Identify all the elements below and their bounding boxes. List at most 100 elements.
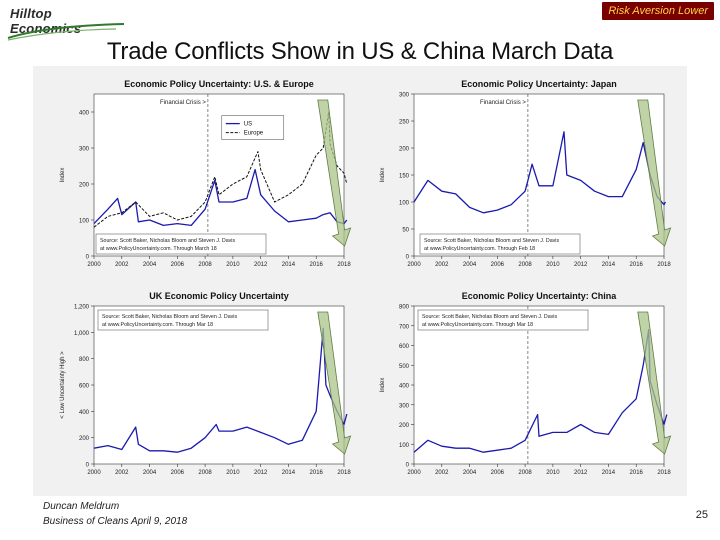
- x-tick-label: 2018: [337, 470, 351, 476]
- x-tick-label: 2008: [198, 262, 212, 268]
- chart-title: Economic Policy Uncertainty: U.S. & Euro…: [124, 79, 314, 89]
- y-tick-label: 800: [79, 357, 90, 363]
- x-tick-label: 2014: [602, 470, 616, 476]
- source-text: Source: Scott Baker, Nicholas Bloom and …: [422, 314, 557, 320]
- plot-area: [93, 93, 345, 257]
- source-box: [97, 309, 269, 331]
- y-tick-label: 200: [79, 436, 90, 442]
- x-tick-label: 2016: [630, 470, 644, 476]
- series-line-japan: [413, 131, 666, 214]
- y-tick-label: 600: [399, 344, 410, 350]
- source-text: at www.PolicyUncertainty.com. Through Fe…: [424, 246, 535, 252]
- legend-box: [221, 115, 285, 140]
- y-tick-label: 100: [399, 201, 410, 207]
- crisis-annotation: Financial Crisis >: [480, 100, 526, 106]
- x-tick-label: 2018: [657, 470, 671, 476]
- x-tick-label: 2000: [87, 470, 101, 476]
- logo-swoosh-icon: [7, 23, 125, 41]
- y-tick-label: 250: [399, 120, 410, 126]
- source-box: [419, 233, 581, 255]
- source-box: [417, 309, 589, 331]
- x-tick-label: 2012: [254, 470, 268, 476]
- x-tick-label: 2002: [435, 470, 449, 476]
- source-text: at www.PolicyUncertainty.com. Through Ma…: [100, 246, 217, 252]
- x-tick-label: 2018: [657, 262, 671, 268]
- x-tick-label: 2002: [115, 470, 129, 476]
- y-tick-label: 400: [399, 384, 410, 390]
- chart-japan: Economic Policy Uncertainty: Japan 0 50 100…: [380, 79, 671, 268]
- x-tick-label: 2014: [282, 262, 296, 268]
- x-tick-label: 2006: [491, 262, 505, 268]
- x-tick-label: 2008: [518, 262, 532, 268]
- y-axis-label: Index: [380, 378, 386, 393]
- x-tick-label: 2014: [282, 470, 296, 476]
- y-axis-label: Index: [60, 168, 66, 183]
- y-tick-label: 300: [79, 147, 90, 153]
- trend-arrow-icon: [317, 311, 352, 455]
- y-tick-label: 400: [79, 410, 90, 416]
- source-text: Source: Scott Baker, Nicholas Bloom and …: [102, 314, 237, 320]
- y-tick-label: 150: [399, 174, 410, 180]
- x-tick-label: 2016: [630, 262, 644, 268]
- y-tick-label: 100: [79, 219, 90, 225]
- x-tick-label: 2010: [546, 262, 560, 268]
- x-tick-label: 2000: [87, 262, 101, 268]
- x-tick-label: 2008: [518, 470, 532, 476]
- source-text: at www.PolicyUncertainty.com. Through Ma…: [102, 322, 213, 328]
- x-tick-label: 2002: [435, 262, 449, 268]
- series-line-uk: [93, 327, 348, 453]
- y-tick-label: 100: [399, 443, 410, 449]
- y-tick-label: 300: [399, 403, 410, 409]
- legend-label-us: US: [244, 122, 252, 128]
- y-tick-label: 200: [79, 183, 90, 189]
- chart-title: Economic Policy Uncertainty: Japan: [461, 79, 617, 89]
- y-tick-label: 0: [86, 255, 90, 261]
- x-tick-label: 2006: [171, 470, 185, 476]
- y-tick-label: 700: [399, 324, 410, 330]
- x-tick-label: 2008: [198, 470, 212, 476]
- company-logo: Hilltop Economics: [6, 4, 126, 42]
- plot-area: [93, 305, 345, 465]
- series-line-us: [93, 168, 348, 227]
- x-tick-label: 2000: [407, 470, 421, 476]
- trend-arrow-icon: [317, 99, 352, 247]
- x-tick-label: 2014: [602, 262, 616, 268]
- x-tick-label: 2006: [171, 262, 185, 268]
- y-tick-label: 200: [399, 147, 410, 153]
- crisis-annotation: Financial Crisis >: [160, 100, 206, 106]
- x-tick-label: 2004: [143, 470, 157, 476]
- footer: Duncan Meldrum Business of Cleans April …: [43, 499, 187, 529]
- y-tick-label: 600: [79, 384, 90, 390]
- x-tick-label: 2010: [226, 470, 240, 476]
- y-tick-label: 0: [86, 463, 90, 469]
- y-tick-label: 300: [399, 93, 410, 99]
- x-tick-label: 2004: [463, 262, 477, 268]
- x-tick-label: 2004: [463, 470, 477, 476]
- x-tick-label: 2002: [115, 262, 129, 268]
- footer-author: Duncan Meldrum: [43, 501, 120, 512]
- y-tick-label: 500: [399, 364, 410, 370]
- x-tick-label: 2016: [310, 470, 324, 476]
- x-tick-label: 2018: [337, 262, 351, 268]
- page-title: Trade Conflicts Show in US & China March…: [106, 38, 614, 65]
- chart-us-europe: Economic Policy Uncertainty: U.S. & Euro…: [60, 79, 352, 268]
- plot-area: [413, 305, 665, 465]
- y-tick-label: 1,200: [74, 305, 90, 311]
- trend-arrow-icon: [637, 311, 672, 455]
- x-tick-label: 2010: [546, 470, 560, 476]
- x-tick-label: 2012: [574, 262, 588, 268]
- source-text: Source: Scott Baker, Nicholas Bloom and …: [100, 238, 235, 244]
- x-tick-label: 2012: [254, 262, 268, 268]
- y-tick-label: 200: [399, 423, 410, 429]
- x-tick-label: 2004: [143, 262, 157, 268]
- source-text: Source: Scott Baker, Nicholas Bloom and …: [424, 238, 559, 244]
- y-tick-label: 0: [406, 463, 410, 469]
- page-number: 25: [695, 509, 708, 521]
- status-badge: Risk Aversion Lower: [602, 2, 714, 20]
- source-text: at www.PolicyUncertainty.com. Through Ma…: [422, 322, 533, 328]
- x-tick-label: 2000: [407, 262, 421, 268]
- y-axis-label: Index: [380, 168, 386, 183]
- legend-label-europe: Europe: [244, 131, 264, 137]
- source-box: [95, 233, 267, 255]
- x-tick-label: 2016: [310, 262, 324, 268]
